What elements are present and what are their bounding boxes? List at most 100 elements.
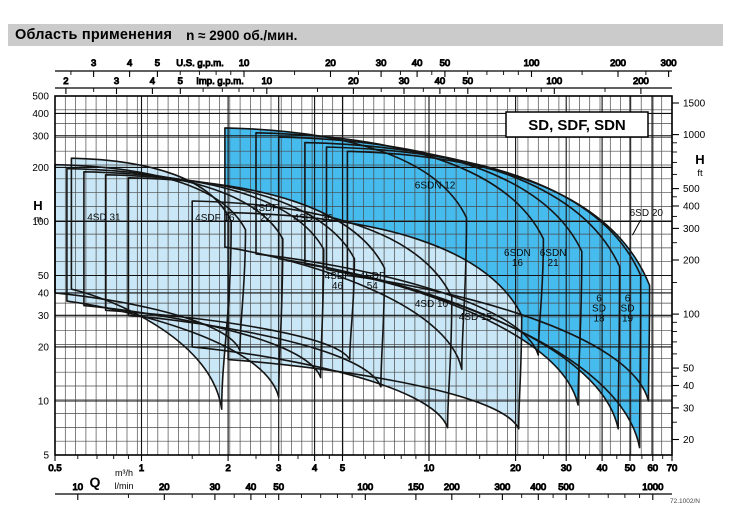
series-label-6sdn-16: 6SDN 16 [504,248,531,269]
svg-text:4: 4 [127,58,132,69]
axis-left-m: 500 400 300 200 100 50 40 30 20 10 5 Hm [32,92,49,462]
svg-text:Q: Q [90,474,101,490]
svg-text:m³/h: m³/h [115,468,133,478]
svg-text:5: 5 [178,76,183,87]
series-label-4sd-15: 4SD 15 [459,312,493,323]
axis-top-us-gpm: 3 4 5 10 20 30 40 50 100 200 300 U.S. g.p.m. [55,58,677,77]
axis-bottom-m3h: 0.5 1 2 3 4 5 10 20 30 40 50 60 70 [48,455,678,475]
chart-title: SD, SDF, SDN [528,117,626,134]
svg-text:0.5: 0.5 [48,463,61,474]
svg-text:3: 3 [276,463,281,474]
svg-text:1500: 1500 [683,99,706,110]
envelope-outline-4sdf-22 [66,167,284,398]
series-label-4sd-10: 4SD 10 [415,299,449,310]
svg-text:50: 50 [683,364,695,375]
svg-text:1000: 1000 [642,482,663,493]
x-axis-title: Qm³/h l/min [90,468,134,491]
svg-text:100: 100 [32,217,49,228]
svg-text:200: 200 [444,482,460,493]
svg-text:400: 400 [683,202,700,213]
svg-text:150: 150 [408,482,424,493]
svg-text:l/min: l/min [114,481,133,491]
svg-text:100: 100 [524,58,540,69]
series-labels: 4SD 31 4SDF 16 4SDF 22 4SDF 36 4SDF 46 4SDF 54 4S… [87,180,663,324]
svg-text:1000: 1000 [683,130,706,141]
svg-text:U.S. g.p.m.: U.S. g.p.m. [176,58,224,69]
series-label-4sdf-16: 4SDF 16 [195,213,235,224]
svg-text:20: 20 [38,342,50,353]
svg-text:50: 50 [38,271,50,282]
series-label-4sdf-36: 4SDF 36 [293,213,333,224]
series-label-4sdf-22: 4SDF 22 [253,203,279,224]
page-title: Область применения [15,27,173,43]
series-label-6sd-19: 6 SD 19 [621,293,635,324]
svg-text:500: 500 [32,92,49,103]
svg-text:3: 3 [91,58,96,69]
svg-text:5: 5 [43,451,49,462]
svg-text:200: 200 [683,256,700,267]
svg-text:40: 40 [38,288,50,299]
svg-text:20: 20 [325,58,336,69]
series-label-4sdf-46: 4SDF 46 [325,271,351,292]
svg-text:Imp. g.p.m.: Imp. g.p.m. [196,76,244,87]
svg-text:m: m [34,214,42,225]
svg-text:40: 40 [246,482,257,493]
chart-title-box: SD, SDF, SDN [505,111,649,138]
svg-text:100: 100 [357,482,373,493]
svg-text:70: 70 [667,463,678,474]
svg-text:200: 200 [633,76,649,87]
series-label-6sd-20: 6SD 20 [630,208,664,219]
envelope-fill-6sd-20 [347,151,650,401]
svg-text:300: 300 [661,58,677,69]
svg-text:10: 10 [239,58,250,69]
svg-text:50: 50 [273,482,284,493]
svg-text:20: 20 [510,463,521,474]
svg-text:30: 30 [683,403,695,414]
svg-text:100: 100 [546,76,562,87]
envelope-outline-4sd-15 [227,211,523,430]
svg-text:2: 2 [63,76,68,87]
svg-text:400: 400 [32,109,49,120]
svg-text:5: 5 [155,58,160,69]
envelope-outline-4sdf-46 [104,174,356,361]
svg-text:50: 50 [463,76,474,87]
series-label-4sd-31: 4SD 31 [87,212,121,223]
svg-text:30: 30 [561,463,572,474]
svg-text:4: 4 [150,76,155,87]
axis-right-ft: 1500 1000 500 400 300 200 100 50 40 30 20 Hft [672,99,706,446]
svg-text:ft: ft [697,168,703,179]
svg-text:40: 40 [435,76,446,87]
svg-text:40: 40 [412,58,423,69]
svg-text:300: 300 [32,131,49,142]
svg-text:200: 200 [610,58,626,69]
axis-bottom-lmin: 10 20 30 40 50 100 150 200 300 400 500 1000 [55,482,672,500]
svg-text:30: 30 [38,311,50,322]
svg-text:20: 20 [159,482,170,493]
svg-text:3: 3 [114,76,119,87]
svg-text:30: 30 [376,58,387,69]
svg-text:20: 20 [683,435,695,446]
svg-text:4: 4 [312,463,317,474]
envelope-outlines [54,127,651,449]
envelope-outline-4sdf-54 [127,177,386,388]
plot-border [54,95,673,456]
svg-text:300: 300 [683,224,700,235]
speed-note: n ≈ 2900 об./мин. [186,27,298,43]
drawing-number: 72.1002/N [670,498,700,505]
svg-text:50: 50 [440,58,451,69]
svg-text:5: 5 [340,463,345,474]
svg-text:10: 10 [73,482,84,493]
svg-text:10: 10 [38,397,50,408]
series-label-4sdf-54: 4SDF 54 [360,271,386,292]
series-label-6sd-18: 6 SD 18 [592,293,606,324]
svg-text:40: 40 [597,463,608,474]
envelope-outline-4sd-31 [70,157,232,410]
envelope-outline-6sd-20 [346,150,651,402]
svg-text:200: 200 [32,163,49,174]
series-label-6sdn-12: 6SDN 12 [415,180,456,191]
svg-text:500: 500 [558,482,574,493]
svg-text:400: 400 [530,482,546,493]
svg-text:100: 100 [683,310,700,321]
